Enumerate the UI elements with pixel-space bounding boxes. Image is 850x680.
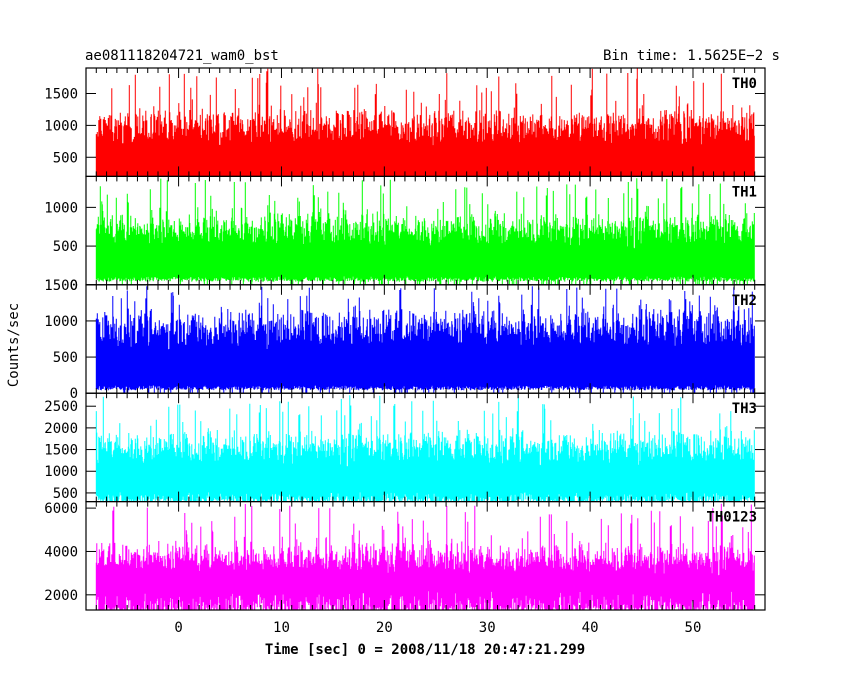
- x-tick-label-2: 20: [376, 620, 393, 636]
- x-tick-label-5: 50: [685, 620, 702, 636]
- y-tick-label-th2-0: 0: [70, 386, 78, 402]
- y-tick-label-th1-1: 500: [53, 239, 78, 255]
- y-tick-label-th3-3: 2000: [44, 421, 78, 437]
- panel-name-th1: TH1: [732, 184, 757, 200]
- light-curve-th0: [95, 68, 755, 177]
- y-tick-label-th3-2: 1500: [44, 443, 78, 459]
- light-curve-th3: [95, 395, 755, 502]
- x-axis-label: Time [sec] 0 = 2008/11/18 20:47:21.299: [265, 642, 585, 658]
- y-tick-label-th0123-2: 6000: [44, 501, 78, 517]
- y-axis-label: Counts/sec: [6, 303, 22, 387]
- y-tick-label-th2-1: 500: [53, 350, 78, 366]
- bin-time-label: Bin time: 1.5625E−2 s: [603, 48, 780, 64]
- x-tick-label-1: 10: [273, 620, 290, 636]
- y-tick-label-th0123-0: 2000: [44, 588, 78, 604]
- y-tick-label-th2-3: 1500: [44, 278, 78, 294]
- x-tick-label-3: 30: [479, 620, 496, 636]
- y-tick-label-th3-1: 1000: [44, 464, 78, 480]
- light-curve-th2: [95, 286, 755, 394]
- y-tick-label-th1-0: 0: [70, 278, 78, 294]
- light-curve-th1: [95, 178, 755, 285]
- light-curve-th0123: [95, 503, 755, 611]
- y-tick-label-th0123-1: 4000: [44, 544, 78, 560]
- panel-group: 50010001500TH005001000TH1050010001500TH2…: [44, 67, 766, 636]
- x-tick-label-0: 0: [174, 620, 182, 636]
- y-tick-label-th3-0: 500: [53, 486, 78, 502]
- panel-name-th0123: TH0123: [706, 510, 757, 526]
- panel-name-th0: TH0: [732, 76, 757, 92]
- y-tick-label-th0-2: 1500: [44, 87, 78, 103]
- y-tick-label-th3-4: 2500: [44, 399, 78, 415]
- panel-name-th2: TH2: [732, 293, 757, 309]
- y-tick-label-th0-0: 500: [53, 150, 78, 166]
- panel-name-th3: TH3: [732, 401, 757, 417]
- y-tick-label-th0-1: 1000: [44, 118, 78, 134]
- x-tick-label-4: 40: [582, 620, 599, 636]
- y-tick-label-th2-2: 1000: [44, 314, 78, 330]
- y-tick-label-th1-2: 1000: [44, 200, 78, 216]
- chart-title: ae081118204721_wam0_bst: [85, 48, 279, 64]
